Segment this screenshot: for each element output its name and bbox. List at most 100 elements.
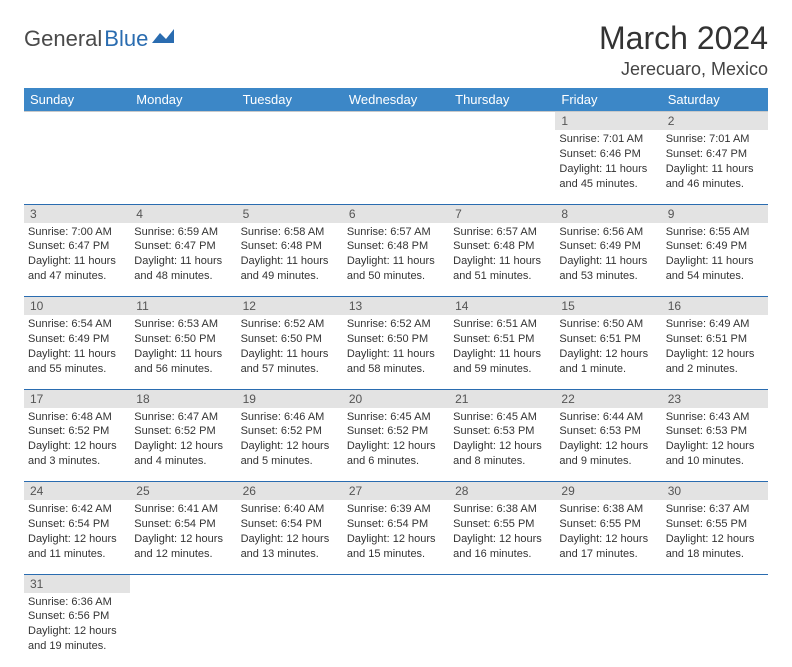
sunrise-line: Sunrise: 6:50 AM [559, 317, 657, 332]
day-number-cell: 22 [555, 389, 661, 408]
day-number-cell: 23 [662, 389, 768, 408]
day-details: Sunrise: 6:52 AMSunset: 6:50 PMDaylight:… [347, 317, 445, 376]
sunrise-line: Sunrise: 7:00 AM [28, 225, 126, 240]
day-number-cell: 31 [24, 574, 130, 593]
day-details-row: Sunrise: 6:36 AMSunset: 6:56 PMDaylight:… [24, 593, 768, 667]
day-cell [449, 130, 555, 204]
day-number-cell: 7 [449, 204, 555, 223]
day-cell: Sunrise: 6:47 AMSunset: 6:52 PMDaylight:… [130, 408, 236, 482]
day-number-cell [343, 574, 449, 593]
day-number-cell [237, 112, 343, 131]
sunset-line: Sunset: 6:54 PM [241, 517, 339, 532]
day-cell: Sunrise: 7:01 AMSunset: 6:47 PMDaylight:… [662, 130, 768, 204]
sunset-line: Sunset: 6:52 PM [347, 424, 445, 439]
daylight-line: Daylight: 12 hours and 5 minutes. [241, 439, 339, 469]
day-cell: Sunrise: 7:01 AMSunset: 6:46 PMDaylight:… [555, 130, 661, 204]
sunset-line: Sunset: 6:46 PM [559, 147, 657, 162]
sunset-line: Sunset: 6:48 PM [453, 239, 551, 254]
day-number-cell: 27 [343, 482, 449, 501]
sunset-line: Sunset: 6:53 PM [666, 424, 764, 439]
title-block: March 2024 Jerecuaro, Mexico [599, 20, 768, 80]
month-title: March 2024 [599, 20, 768, 57]
day-cell: Sunrise: 6:41 AMSunset: 6:54 PMDaylight:… [130, 500, 236, 574]
sunrise-line: Sunrise: 6:55 AM [666, 225, 764, 240]
day-cell: Sunrise: 6:38 AMSunset: 6:55 PMDaylight:… [555, 500, 661, 574]
sunset-line: Sunset: 6:52 PM [241, 424, 339, 439]
daylight-line: Daylight: 11 hours and 51 minutes. [453, 254, 551, 284]
day-cell: Sunrise: 6:45 AMSunset: 6:52 PMDaylight:… [343, 408, 449, 482]
daylight-line: Daylight: 12 hours and 18 minutes. [666, 532, 764, 562]
day-cell: Sunrise: 6:54 AMSunset: 6:49 PMDaylight:… [24, 315, 130, 389]
sunrise-line: Sunrise: 6:38 AM [453, 502, 551, 517]
day-details: Sunrise: 6:55 AMSunset: 6:49 PMDaylight:… [666, 225, 764, 284]
sunrise-line: Sunrise: 7:01 AM [666, 132, 764, 147]
day-number-cell: 17 [24, 389, 130, 408]
day-cell: Sunrise: 6:46 AMSunset: 6:52 PMDaylight:… [237, 408, 343, 482]
day-cell: Sunrise: 6:59 AMSunset: 6:47 PMDaylight:… [130, 223, 236, 297]
logo-text-general: General [24, 26, 102, 52]
day-number-cell: 20 [343, 389, 449, 408]
day-cell: Sunrise: 6:50 AMSunset: 6:51 PMDaylight:… [555, 315, 661, 389]
day-number-cell [555, 574, 661, 593]
sunrise-line: Sunrise: 6:52 AM [241, 317, 339, 332]
day-number-cell [343, 112, 449, 131]
day-cell: Sunrise: 6:43 AMSunset: 6:53 PMDaylight:… [662, 408, 768, 482]
dayhead-sun: Sunday [24, 88, 130, 112]
dayhead-mon: Monday [130, 88, 236, 112]
daylight-line: Daylight: 11 hours and 49 minutes. [241, 254, 339, 284]
day-number-cell: 8 [555, 204, 661, 223]
day-details: Sunrise: 6:45 AMSunset: 6:52 PMDaylight:… [347, 410, 445, 469]
dayhead-wed: Wednesday [343, 88, 449, 112]
day-details: Sunrise: 7:01 AMSunset: 6:46 PMDaylight:… [559, 132, 657, 191]
sunset-line: Sunset: 6:55 PM [559, 517, 657, 532]
sunset-line: Sunset: 6:49 PM [559, 239, 657, 254]
day-number-row: 31 [24, 574, 768, 593]
daylight-line: Daylight: 11 hours and 48 minutes. [134, 254, 232, 284]
sunrise-line: Sunrise: 6:41 AM [134, 502, 232, 517]
sunrise-line: Sunrise: 6:54 AM [28, 317, 126, 332]
day-number-cell: 10 [24, 297, 130, 316]
day-number-cell: 19 [237, 389, 343, 408]
sunset-line: Sunset: 6:55 PM [453, 517, 551, 532]
day-cell: Sunrise: 6:37 AMSunset: 6:55 PMDaylight:… [662, 500, 768, 574]
calendar-table: Sunday Monday Tuesday Wednesday Thursday… [24, 88, 768, 667]
day-number-row: 12 [24, 112, 768, 131]
day-details: Sunrise: 6:45 AMSunset: 6:53 PMDaylight:… [453, 410, 551, 469]
logo-text-blue: Blue [104, 26, 148, 52]
day-cell [662, 593, 768, 667]
sunrise-line: Sunrise: 7:01 AM [559, 132, 657, 147]
sunrise-line: Sunrise: 6:40 AM [241, 502, 339, 517]
day-number-row: 10111213141516 [24, 297, 768, 316]
sunset-line: Sunset: 6:53 PM [559, 424, 657, 439]
sunrise-line: Sunrise: 6:43 AM [666, 410, 764, 425]
daylight-line: Daylight: 11 hours and 45 minutes. [559, 162, 657, 192]
day-details: Sunrise: 6:53 AMSunset: 6:50 PMDaylight:… [134, 317, 232, 376]
day-number-cell: 28 [449, 482, 555, 501]
day-details-row: Sunrise: 6:48 AMSunset: 6:52 PMDaylight:… [24, 408, 768, 482]
day-cell: Sunrise: 6:42 AMSunset: 6:54 PMDaylight:… [24, 500, 130, 574]
logo: GeneralBlue [24, 26, 174, 52]
day-number-cell: 30 [662, 482, 768, 501]
logo-flag-icon [152, 29, 174, 50]
day-cell: Sunrise: 6:58 AMSunset: 6:48 PMDaylight:… [237, 223, 343, 297]
sunrise-line: Sunrise: 6:48 AM [28, 410, 126, 425]
daylight-line: Daylight: 12 hours and 10 minutes. [666, 439, 764, 469]
day-number-cell: 15 [555, 297, 661, 316]
day-cell: Sunrise: 6:38 AMSunset: 6:55 PMDaylight:… [449, 500, 555, 574]
day-details: Sunrise: 6:50 AMSunset: 6:51 PMDaylight:… [559, 317, 657, 376]
sunrise-line: Sunrise: 6:46 AM [241, 410, 339, 425]
day-details-row: Sunrise: 7:00 AMSunset: 6:47 PMDaylight:… [24, 223, 768, 297]
day-number-cell: 11 [130, 297, 236, 316]
day-number-cell: 9 [662, 204, 768, 223]
sunrise-line: Sunrise: 6:45 AM [347, 410, 445, 425]
day-cell [237, 593, 343, 667]
sunset-line: Sunset: 6:54 PM [347, 517, 445, 532]
day-details: Sunrise: 6:57 AMSunset: 6:48 PMDaylight:… [347, 225, 445, 284]
day-cell: Sunrise: 6:44 AMSunset: 6:53 PMDaylight:… [555, 408, 661, 482]
day-cell: Sunrise: 6:40 AMSunset: 6:54 PMDaylight:… [237, 500, 343, 574]
day-number-cell: 29 [555, 482, 661, 501]
sunrise-line: Sunrise: 6:42 AM [28, 502, 126, 517]
sunset-line: Sunset: 6:52 PM [134, 424, 232, 439]
sunrise-line: Sunrise: 6:53 AM [134, 317, 232, 332]
day-details: Sunrise: 7:01 AMSunset: 6:47 PMDaylight:… [666, 132, 764, 191]
